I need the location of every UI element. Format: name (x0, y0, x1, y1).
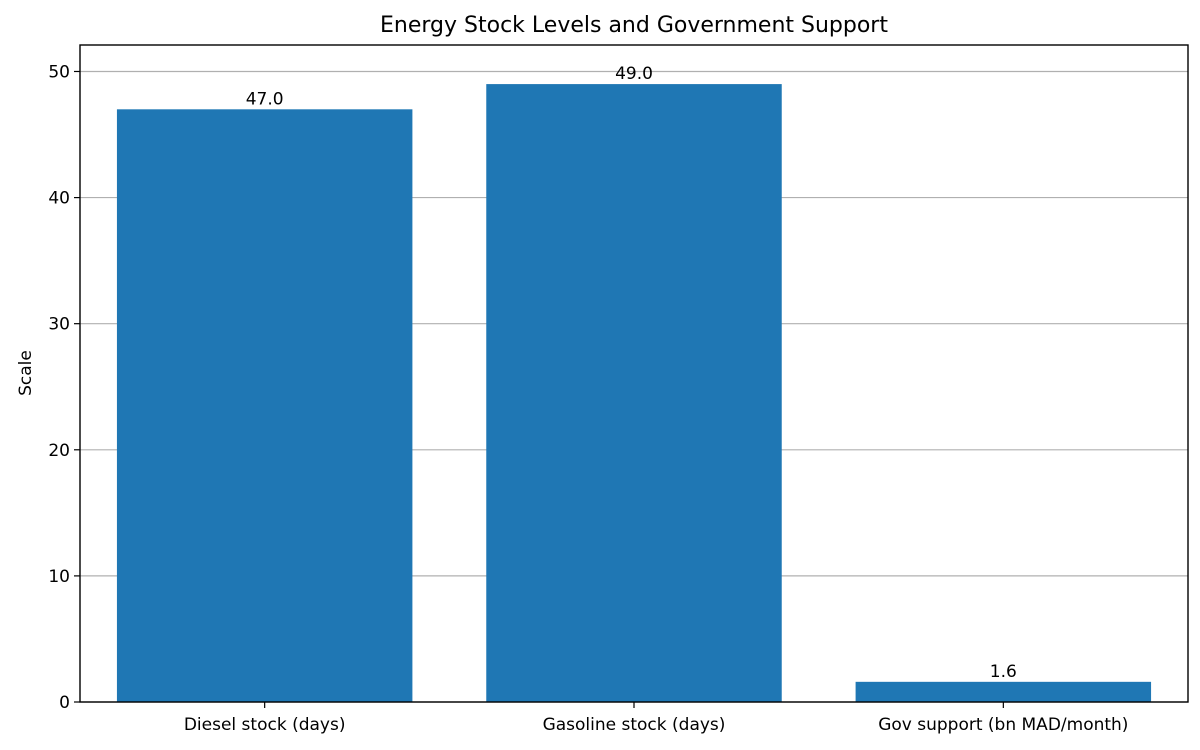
bar-value-label: 47.0 (246, 89, 284, 109)
y-axis-label: Scale (16, 350, 36, 396)
bar (855, 681, 1152, 702)
bar (486, 84, 782, 702)
bar-value-label: 1.6 (990, 662, 1017, 682)
x-tick-label: Gov support (bn MAD/month) (878, 715, 1128, 735)
bars (116, 84, 1152, 702)
chart-title: Energy Stock Levels and Government Suppo… (380, 13, 888, 38)
labels: 0 10 20 30 40 50 47.0 Diesel stock (days) 49.0 Ga… (48, 62, 1128, 735)
y-tick-label: 20 (48, 441, 70, 461)
y-tick-label: 0 (59, 693, 70, 713)
y-tick-label: 50 (48, 62, 70, 82)
bar (116, 109, 413, 702)
y-tick-label: 10 (48, 567, 70, 587)
y-tick-label: 40 (48, 189, 70, 209)
x-tick-label: Diesel stock (days) (184, 715, 346, 735)
plot-frame (79, 44, 1189, 703)
x-tick-label: Gasoline stock (days) (543, 715, 726, 735)
y-tick-label: 30 (48, 315, 70, 335)
bar-value-label: 49.0 (615, 64, 653, 84)
axes (74, 44, 1189, 708)
